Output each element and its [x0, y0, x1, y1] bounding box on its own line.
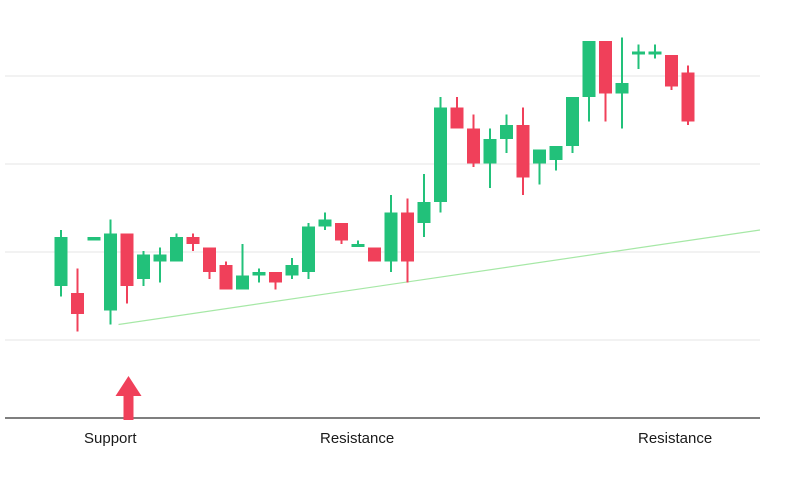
candle-up	[170, 233, 183, 262]
candle-up	[252, 268, 266, 283]
candle-up	[615, 37, 629, 129]
candle-body	[368, 247, 381, 262]
candle-body	[632, 51, 645, 55]
candle-body	[219, 265, 233, 290]
candle-body	[87, 237, 101, 241]
candle-body	[170, 237, 183, 262]
candle-down	[401, 198, 414, 283]
candle-body	[351, 244, 365, 247]
candle-up	[318, 212, 332, 230]
candle-body	[335, 223, 348, 241]
candle-up	[549, 146, 563, 171]
candle-up	[434, 97, 447, 213]
candles	[54, 37, 695, 332]
candle-up	[153, 247, 167, 283]
candle-body	[252, 272, 266, 276]
candle-down	[335, 223, 348, 244]
candle-body	[137, 254, 150, 279]
support-arrow-icon	[115, 376, 142, 420]
candle-down	[219, 261, 233, 290]
candle-body	[318, 219, 332, 227]
candle-body	[104, 233, 117, 311]
candle-body	[120, 233, 134, 286]
candle-body	[384, 212, 398, 262]
candle-down	[516, 107, 530, 195]
candle-body	[153, 254, 167, 262]
resistance-label-right: Resistance	[638, 430, 712, 447]
candle-body	[401, 212, 414, 262]
candle-body	[203, 247, 216, 272]
gridlines	[5, 75, 760, 341]
candle-up	[351, 240, 365, 247]
candle-down	[450, 97, 464, 129]
candle-body	[54, 237, 68, 286]
candle-body	[434, 107, 447, 202]
candle-up	[236, 244, 249, 290]
candle-body	[599, 41, 612, 94]
candle-body	[302, 226, 315, 272]
candle-up	[417, 174, 431, 237]
candle-up	[533, 149, 546, 185]
candle-up	[302, 223, 315, 279]
candle-body	[665, 55, 678, 87]
support-label: Support	[84, 430, 137, 447]
candle-body	[549, 146, 563, 160]
candle-body	[71, 293, 84, 314]
candle-up	[104, 219, 117, 325]
candle-down	[186, 233, 200, 251]
candle-up	[500, 114, 513, 153]
candle-body	[615, 83, 629, 94]
candle-body	[467, 128, 480, 164]
support-trendline	[118, 229, 761, 326]
candle-body	[582, 41, 596, 97]
candle-up	[483, 128, 497, 188]
candle-down	[120, 233, 134, 304]
candle-down	[203, 247, 216, 279]
candle-body	[681, 72, 695, 122]
candle-up	[87, 237, 101, 241]
candle-up	[566, 97, 579, 153]
candle-down	[269, 272, 282, 290]
candle-down	[681, 65, 695, 125]
candle-body	[417, 202, 431, 223]
candle-down	[467, 114, 480, 167]
candle-body	[500, 125, 513, 139]
candle-body	[236, 275, 249, 290]
candle-up	[137, 251, 150, 286]
candle-down	[368, 247, 381, 262]
candle-up	[285, 258, 299, 279]
candle-down	[71, 268, 84, 332]
candle-down	[599, 41, 612, 122]
candle-body	[566, 97, 579, 146]
candle-up	[384, 195, 398, 272]
candle-up	[582, 41, 596, 122]
candle-up	[54, 230, 68, 297]
candle-body	[533, 149, 546, 164]
candle-body	[186, 237, 200, 244]
annotation-labels: Support Resistance Resistance	[84, 430, 712, 447]
candle-up	[648, 44, 662, 59]
candle-body	[483, 139, 497, 164]
candle-down	[665, 55, 678, 90]
resistance-label-middle: Resistance	[320, 430, 394, 447]
candle-body	[516, 125, 530, 178]
candle-up	[632, 44, 645, 69]
candle-body	[269, 272, 282, 283]
candle-body	[450, 107, 464, 129]
candle-body	[285, 265, 299, 276]
candle-body	[648, 51, 662, 55]
